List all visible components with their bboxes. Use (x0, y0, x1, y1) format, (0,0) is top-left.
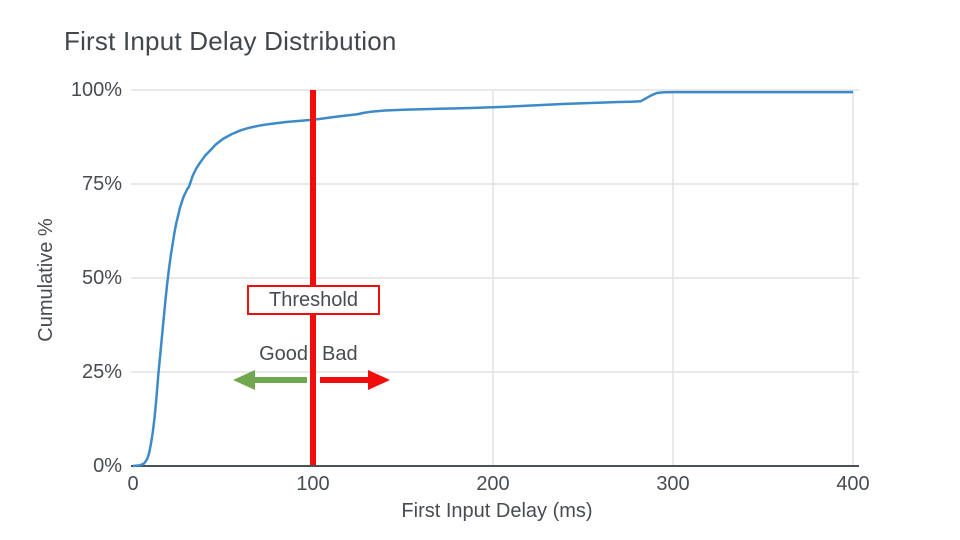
x-tick-label-300: 300 (656, 473, 690, 495)
x-tick-label-0: 0 (127, 473, 139, 495)
x-tick-label-400: 400 (836, 473, 870, 495)
y-tick-label-50: 50% (81, 267, 122, 289)
y-tick-label-25: 25% (81, 361, 122, 383)
bad-label: Bad (322, 343, 358, 365)
good-label: Good (259, 343, 308, 365)
x-axis-title: First Input Delay (ms) (401, 500, 593, 522)
x-tick-label-100: 100 (296, 473, 330, 495)
y-axis-title: Cumulative % (35, 218, 57, 342)
y-tick-label-75: 75% (81, 173, 122, 195)
chart-title: First Input Delay Distribution (64, 26, 397, 56)
good-arrow-head (233, 370, 255, 390)
x-tick-label-200: 200 (476, 473, 510, 495)
bad-arrow-head (368, 370, 390, 390)
cdf-curve-line (132, 90, 853, 468)
y-tick-label-100: 100% (70, 79, 122, 101)
y-tick-label-0: 0% (93, 455, 122, 477)
threshold-label-box: Threshold (247, 285, 380, 315)
